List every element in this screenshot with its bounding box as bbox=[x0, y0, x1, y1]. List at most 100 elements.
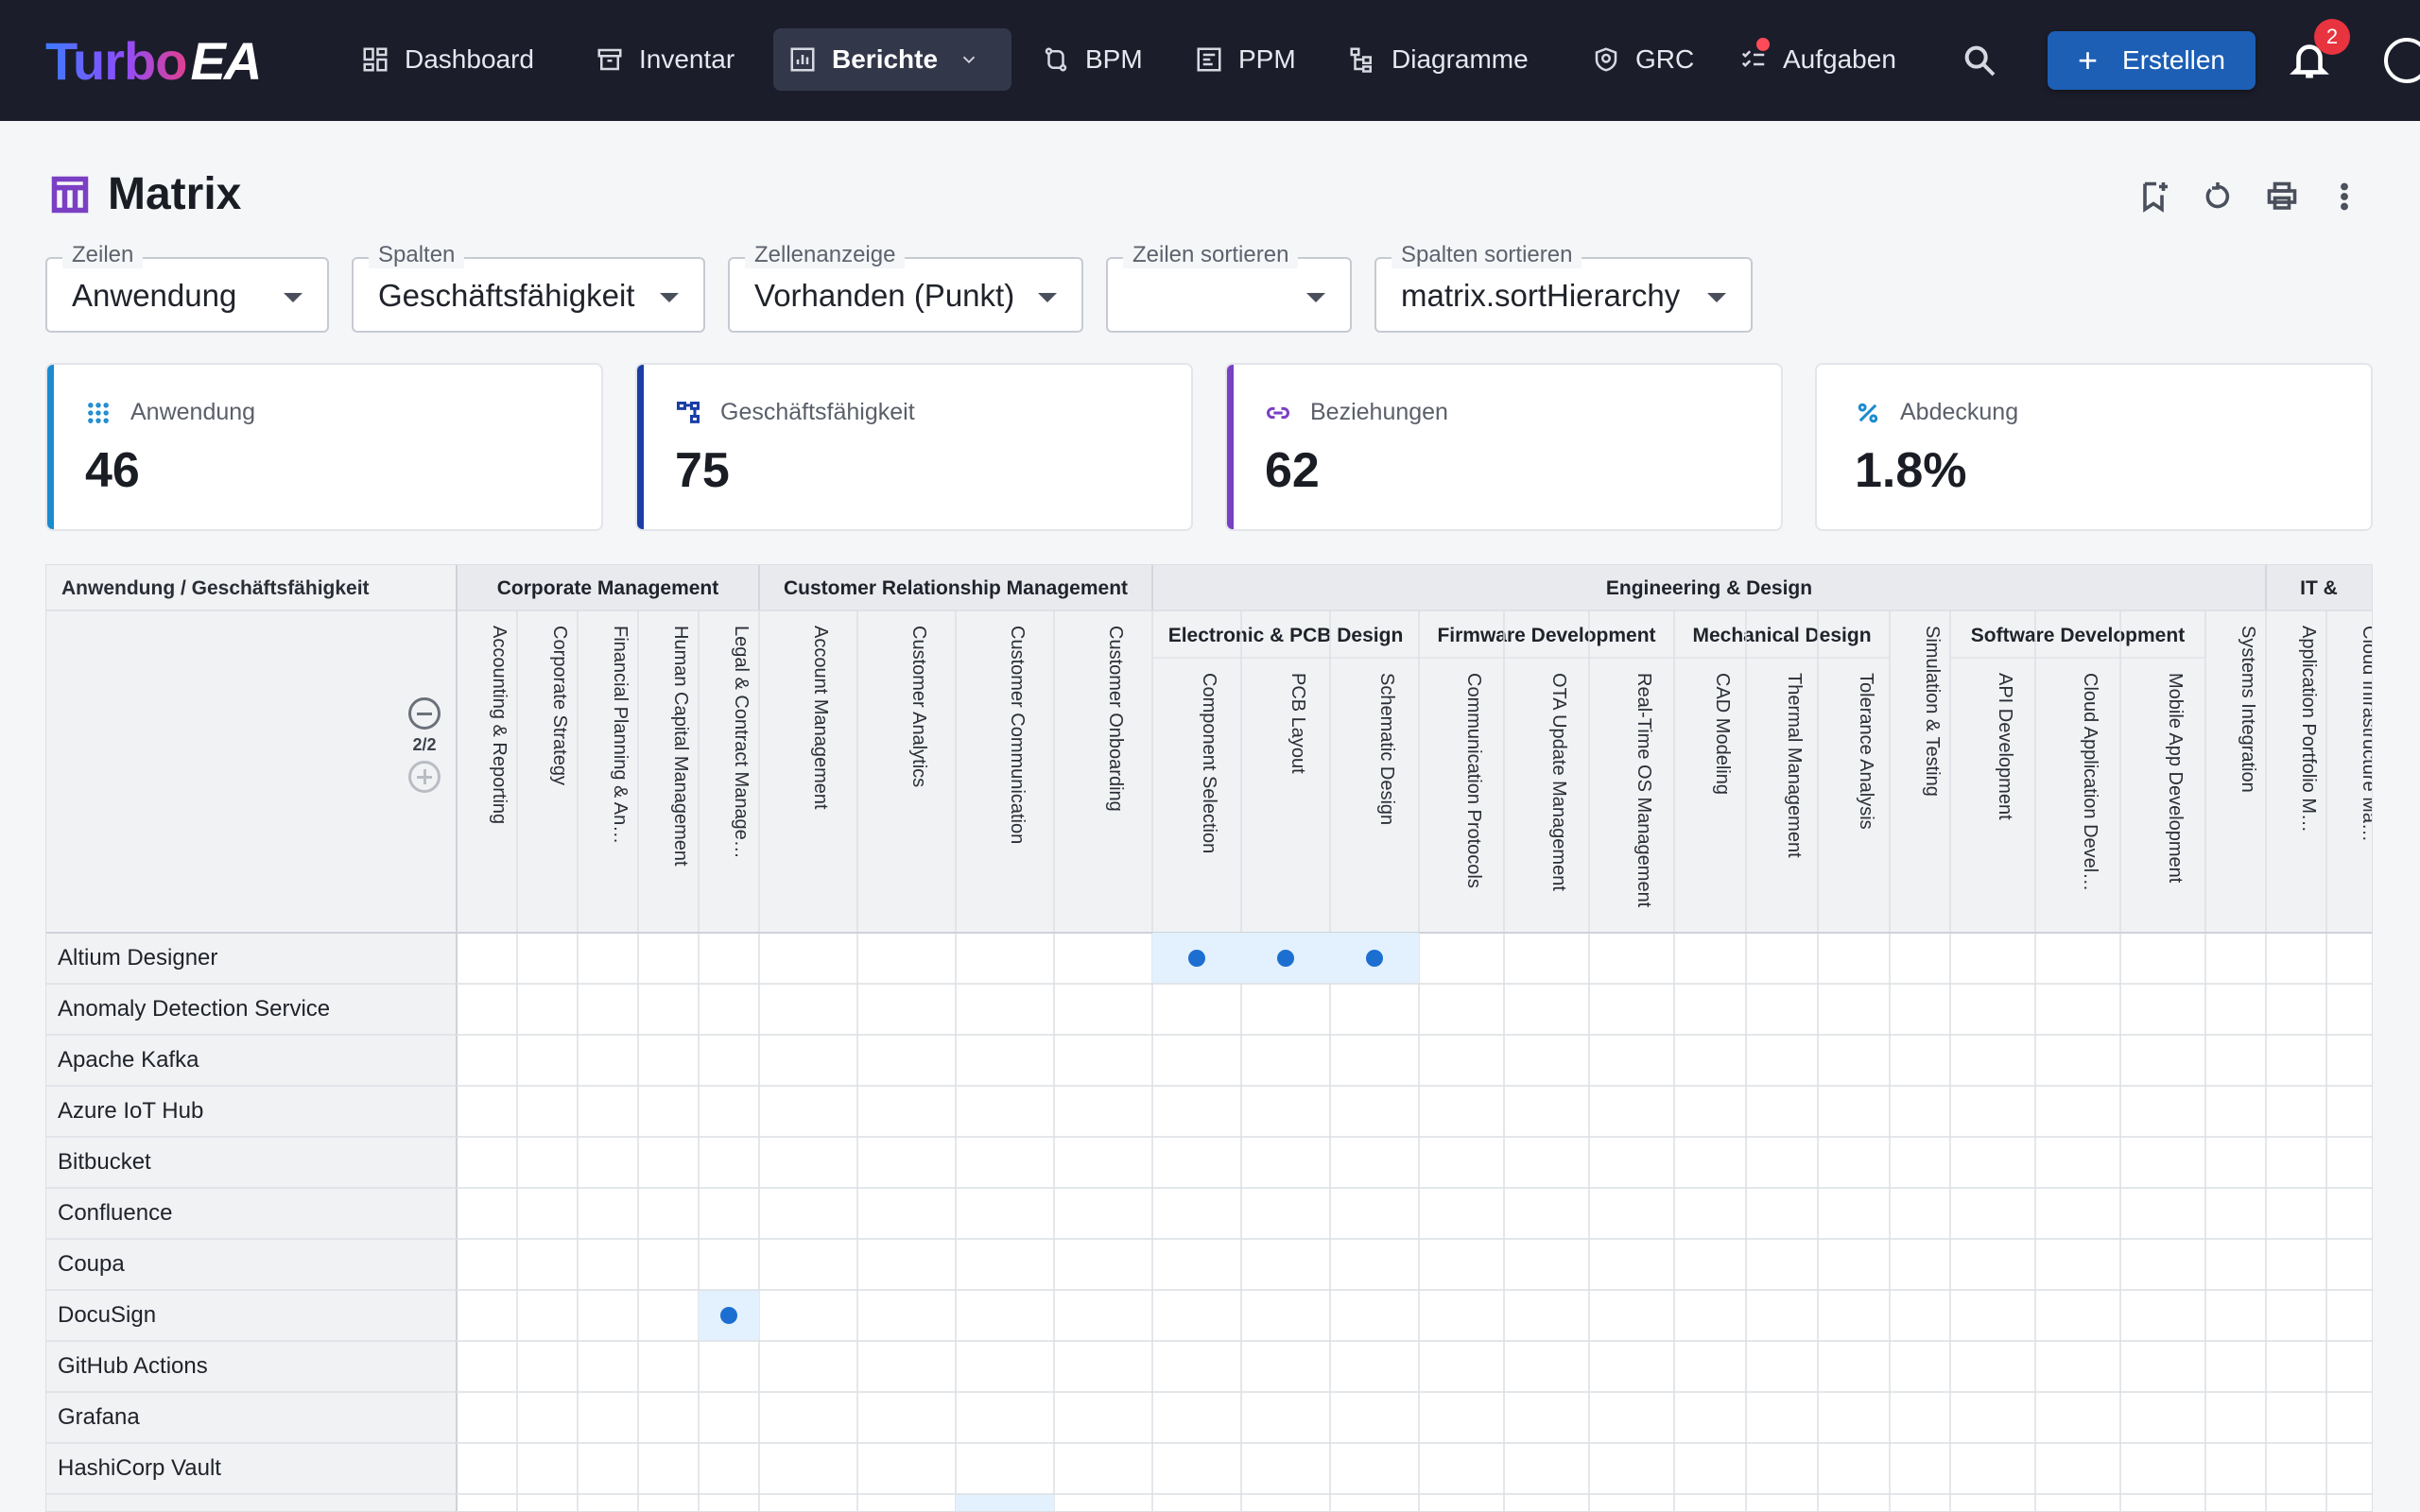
row-sort-select[interactable]: Zeilen sortieren bbox=[1106, 242, 1352, 333]
nav-label: Berichte bbox=[832, 44, 939, 74]
kpi-value: 75 bbox=[675, 443, 730, 498]
bell-icon bbox=[2290, 44, 2329, 78]
nav-label: Inventar bbox=[639, 44, 735, 74]
bookmark-add-icon bbox=[2143, 181, 2168, 213]
expand-level-icon[interactable] bbox=[408, 761, 441, 793]
relation-dot bbox=[1188, 950, 1205, 967]
nav-label: GRC bbox=[1635, 44, 1695, 74]
capability-column-header: Component Selection bbox=[1199, 673, 1219, 853]
capability-group-header: Customer Relationship Management bbox=[784, 577, 1128, 599]
capability-subgroup-header: Software Development bbox=[1971, 625, 2185, 646]
diagram-icon bbox=[1350, 47, 1372, 73]
capability-column-header: PCB Layout bbox=[1288, 673, 1308, 774]
capability-column-header: OTA Update Management bbox=[1548, 673, 1569, 891]
capability-column-header: Tolerance Analysis bbox=[1856, 673, 1876, 830]
capability-column-header: Accounting & Reporting bbox=[489, 626, 510, 824]
capability-column-header: Simulation & Testing bbox=[1922, 626, 1943, 797]
archive-icon bbox=[597, 48, 622, 71]
nav-item-dashboard[interactable]: Dashboard bbox=[346, 28, 549, 91]
field-value: matrix.sortHierarchy bbox=[1401, 278, 1681, 313]
collapse-level-icon[interactable] bbox=[408, 697, 441, 730]
application-row-label: Apache Kafka bbox=[58, 1047, 199, 1073]
kpi-label-row: Geschäftsfähigkeit bbox=[675, 399, 915, 426]
kpi-value: 46 bbox=[85, 443, 140, 498]
field-value: Vorhanden (Punkt) bbox=[754, 278, 1015, 313]
tasks-icon bbox=[1741, 50, 1765, 68]
link-icon bbox=[1267, 406, 1289, 419]
kpi-accent-bar bbox=[637, 365, 644, 529]
matrix-icon bbox=[51, 176, 89, 213]
nav-item-berichte[interactable]: Berichte bbox=[773, 28, 1011, 91]
capability-column-header: Application Portfolio M… bbox=[2298, 626, 2319, 833]
reset-button[interactable] bbox=[2201, 180, 2235, 214]
turbo-ea-logo[interactable]: Turbo EA bbox=[45, 30, 262, 91]
kpi-label: Abdeckung bbox=[1900, 399, 2019, 425]
account-avatar-icon[interactable] bbox=[2384, 38, 2420, 83]
kpi-label: Anwendung bbox=[130, 399, 256, 425]
capability-column-header: Cloud Infrastructure Ma… bbox=[2359, 626, 2373, 842]
kpi-accent-bar bbox=[1817, 365, 1824, 529]
kpi-label-row: Beziehungen bbox=[1265, 399, 1448, 426]
application-row-label: HashiCorp Vault bbox=[58, 1455, 221, 1481]
capability-group-header: IT & bbox=[2300, 577, 2338, 599]
nav-item-bpm[interactable]: BPM bbox=[1027, 28, 1158, 91]
matrix-corner-label: Anwendung / Geschäftsfähigkeit bbox=[61, 577, 370, 599]
capability-column-header: Cloud Application Devel… bbox=[2080, 673, 2100, 891]
reset-icon bbox=[2205, 182, 2230, 209]
capability-subgroup-header: Mechanical Design bbox=[1692, 625, 1871, 646]
top-navigation-bar: Turbo EA Dashboard Inventar Berichte BPM… bbox=[0, 0, 2420, 121]
cell-display-select[interactable]: Zellenanzeige Vorhanden (Punkt) bbox=[728, 242, 1083, 333]
dropdown-arrow-icon bbox=[1038, 293, 1057, 302]
kpi-label: Beziehungen bbox=[1310, 399, 1448, 425]
nav-item-ppm[interactable]: PPM bbox=[1180, 28, 1311, 91]
application-row-label: GitHub Actions bbox=[58, 1353, 208, 1379]
nav-item-grc[interactable]: GRC bbox=[1577, 28, 1709, 91]
kpi-value: 1.8% bbox=[1855, 443, 1967, 498]
unread-dot bbox=[1756, 38, 1770, 51]
capability-group-header: Corporate Management bbox=[497, 577, 719, 599]
capability-column-header: Customer Communication bbox=[1007, 626, 1028, 844]
kpi-label-row: Anwendung bbox=[85, 399, 255, 426]
apps-grid-icon bbox=[88, 402, 109, 423]
page-header: Matrix bbox=[49, 168, 241, 220]
capability-column-header: Mobile App Development bbox=[2165, 673, 2186, 884]
capability-column-header: Customer Onboarding bbox=[1105, 626, 1126, 812]
field-legend: Spalten sortieren bbox=[1392, 242, 1582, 268]
columns-select[interactable]: Spalten Geschäftsfähigkeit bbox=[352, 242, 705, 333]
application-row-label: Anomaly Detection Service bbox=[58, 996, 330, 1022]
create-button[interactable]: + Erstellen bbox=[2048, 31, 2256, 90]
capability-column-header: Financial Planning & An… bbox=[610, 626, 631, 844]
logo-text: Turbo bbox=[45, 30, 187, 91]
print-button[interactable] bbox=[2265, 180, 2299, 214]
chart-icon bbox=[790, 47, 815, 72]
subgroup-header-bg bbox=[1418, 610, 1675, 659]
relation-dot bbox=[1277, 950, 1294, 967]
nav-item-aufgaben[interactable]: Aufgaben bbox=[1724, 28, 1911, 91]
percent-icon bbox=[1858, 403, 1878, 422]
application-row-label: Confluence bbox=[58, 1200, 172, 1226]
dashboard-icon bbox=[363, 47, 388, 72]
nav-item-diagramme[interactable]: Diagramme bbox=[1333, 28, 1544, 91]
capability-subgroup-header: Electronic & PCB Design bbox=[1168, 625, 1404, 646]
search-button[interactable] bbox=[1961, 42, 1998, 79]
capability-column-header: CAD Modeling bbox=[1712, 673, 1733, 795]
save-bookmark-button[interactable] bbox=[2136, 180, 2170, 214]
capability-column-header: Corporate Strategy bbox=[549, 626, 570, 785]
kpi-label: Geschäftsfähigkeit bbox=[720, 399, 915, 425]
printer-icon bbox=[2267, 181, 2297, 210]
capability-column-header: Communication Protocols bbox=[1463, 673, 1484, 888]
more-options-button[interactable] bbox=[2327, 180, 2361, 214]
nav-item-inventar[interactable]: Inventar bbox=[580, 28, 750, 91]
kpi-accent-bar bbox=[47, 365, 54, 529]
field-value: Anwendung bbox=[72, 278, 237, 313]
column-sort-select[interactable]: Spalten sortieren matrix.sortHierarchy bbox=[1374, 242, 1753, 333]
field-legend: Zeilen sortieren bbox=[1123, 242, 1299, 268]
nav-label: Dashboard bbox=[405, 44, 534, 74]
rows-select[interactable]: Zeilen Anwendung bbox=[45, 242, 329, 333]
capability-column-header: Systems Integration bbox=[2238, 626, 2258, 793]
capability-column-header: Schematic Design bbox=[1376, 673, 1397, 825]
capability-group-header: Engineering & Design bbox=[1606, 577, 1812, 599]
chevron-down-icon bbox=[962, 56, 976, 64]
notifications-button[interactable] bbox=[2288, 38, 2331, 81]
dropdown-arrow-icon bbox=[1306, 293, 1325, 302]
